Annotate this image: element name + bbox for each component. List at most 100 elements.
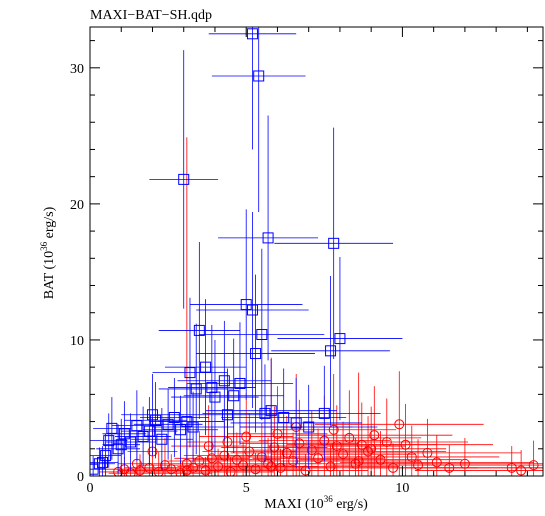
data-point [274,127,394,359]
data-point [243,454,369,476]
circle-marker [459,458,470,469]
circle-marker [166,464,177,475]
data-point [143,454,200,476]
square-marker [162,418,174,430]
x-tick-label: 10 [395,481,409,496]
square-marker [156,433,168,445]
circle-marker [400,439,411,450]
data-point [405,446,543,476]
square-marker [265,405,277,417]
data-point [164,431,234,476]
data-point [130,407,194,471]
square-marker [103,435,115,447]
y-tick-label: 20 [70,198,84,213]
square-marker [318,407,330,419]
square-marker [209,391,221,403]
data-point [196,212,309,408]
data-point [90,413,128,468]
square-marker [175,424,187,436]
data-point [277,390,422,476]
circle-marker [363,446,374,457]
square-marker [106,422,118,434]
x-axis-label: MAXI (1036 erg/s) [264,494,368,512]
square-marker [262,232,274,244]
circle-marker [350,458,361,469]
data-point [268,405,406,476]
square-marker [234,377,246,389]
circle-marker [275,462,286,473]
square-marker [100,450,112,462]
square-marker [125,436,137,448]
square-marker [221,409,233,421]
circle-marker [325,461,336,472]
circle-marker [241,431,252,442]
data-point [296,372,422,476]
data-point [121,397,178,466]
data-point [158,241,240,419]
square-marker [93,458,105,470]
data-point [139,378,209,457]
data-point [221,406,328,476]
data-point [289,416,447,476]
circle-marker [422,447,433,458]
data-point [152,391,234,463]
circle-marker [219,450,230,461]
circle-marker [153,466,164,476]
data-point [168,324,256,451]
circle-marker [238,460,249,471]
square-marker [303,421,315,433]
square-marker [228,390,240,402]
circle-marker [203,441,214,452]
square-marker [115,439,127,451]
data-point [424,440,543,476]
square-marker [112,443,124,455]
data-point [199,248,325,421]
square-marker [96,456,108,468]
circle-marker [394,419,405,430]
square-marker [200,361,212,373]
data-point [149,50,219,309]
square-marker [218,375,230,387]
data-point [333,418,522,476]
y-axis-label: BAT (1036 erg/s) [39,206,57,299]
circle-marker [244,446,255,457]
circle-marker [272,428,283,439]
data-point [414,450,543,476]
data-point [189,209,303,400]
chart-title: MAXI−BAT−SH.qdp [90,8,212,23]
circle-marker [281,447,292,458]
data-point [133,388,203,460]
circle-marker [375,454,386,465]
square-marker [325,345,337,357]
data-point [339,435,534,476]
data-point [143,395,219,464]
data-point [208,27,297,150]
circle-marker [313,453,324,464]
circle-marker [353,456,364,467]
square-marker [146,409,158,421]
data-point [177,368,278,462]
data-point [90,446,119,476]
circle-marker [506,462,517,473]
circle-marker [300,465,311,476]
circle-marker [134,465,145,476]
data-point [299,431,462,476]
plot-frame [89,26,544,477]
circle-marker [366,443,377,454]
data-point [277,256,403,421]
square-marker [246,28,258,40]
y-tick-label: 0 [77,470,84,485]
circle-marker [344,432,355,443]
data-point [171,339,259,455]
square-marker [168,411,180,423]
y-tick-label: 10 [70,334,84,349]
circle-marker [225,466,236,476]
square-marker [184,367,196,379]
data-point [90,447,115,476]
circle-marker [369,430,380,441]
data-point [102,418,140,471]
data-point [221,368,347,467]
square-marker [290,417,302,429]
series-0 [99,137,543,476]
